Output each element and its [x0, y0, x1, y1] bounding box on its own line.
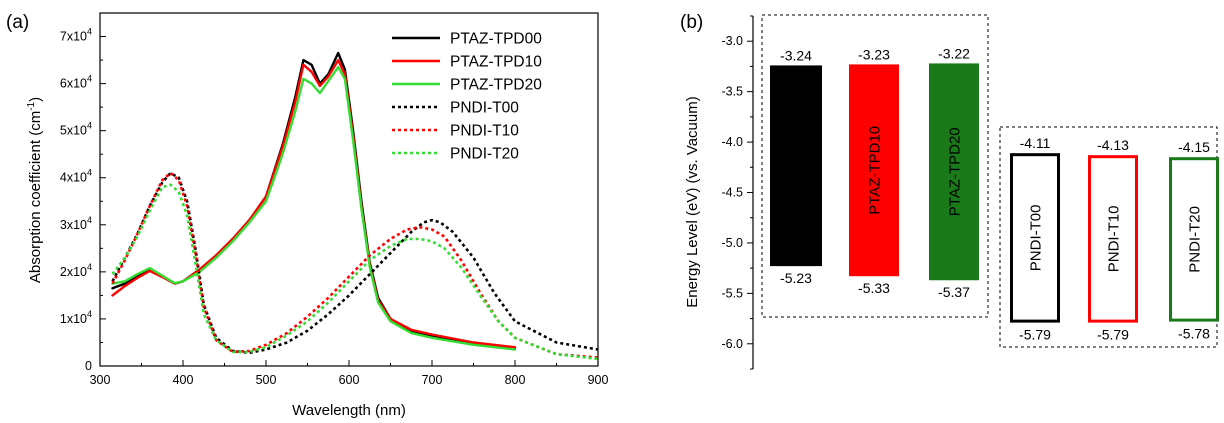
energy-level-ptaz-tpd00: PTAZ-TPD00 -3.24 -5.23 — [770, 47, 822, 286]
y-axis-label-a-sup: -1 — [26, 101, 37, 110]
bar-name-label: PNDI-T20 — [1187, 206, 1204, 273]
y-axis-label-a-tail: ) — [27, 97, 44, 102]
lumo-value-label: -4.15 — [1178, 139, 1210, 155]
legend: PTAZ-TPD00 PTAZ-TPD10 PTAZ-TPD20 PNDI-T00 PN… — [392, 31, 542, 163]
energy-bar — [849, 64, 899, 277]
energy-bar — [1010, 153, 1060, 323]
lumo-value-label: -3.23 — [858, 46, 890, 62]
x-axis-label-a: Wavelength (nm) — [292, 402, 406, 419]
energy-level-pndi-t00: PNDI-T00 -4.11 -5.79 — [1010, 135, 1060, 343]
energy-level-ptaz-tpd20: PTAZ-TPD20 -3.22 -5.37 — [929, 45, 979, 300]
homo-value-label: -5.79 — [1019, 327, 1051, 343]
series-line-ptaz-tpd20 — [111, 65, 517, 351]
x-tick-label-a: 600 — [339, 373, 360, 387]
energy-level-pndi-t10: PNDI-T10 -4.13 -5.79 — [1088, 137, 1138, 343]
energy-level-bars: PTAZ-TPD00 -3.24 -5.23 PTAZ-TPD10 -3.23 -5.33… — [770, 45, 1219, 343]
x-tick-label-a: 900 — [588, 373, 609, 387]
x-tick-label-a: 500 — [256, 373, 277, 387]
y-tick-label-a: 6x104 — [60, 74, 92, 91]
homo-value-label: -5.79 — [1097, 327, 1129, 343]
homo-value-label: -5.37 — [938, 284, 970, 300]
homo-value-label: -5.23 — [780, 270, 812, 286]
energy-bar — [929, 63, 979, 281]
lumo-value-label: -3.24 — [780, 47, 812, 63]
series-line-pndi-t20 — [111, 183, 599, 361]
series-line-pndi-t10 — [111, 171, 599, 359]
series-line-pndi-t00 — [111, 171, 599, 355]
absorption-series — [111, 51, 599, 361]
y-tick-label-b: -3.0 — [721, 34, 743, 48]
legend-label: PTAZ-TPD10 — [450, 54, 542, 71]
y-tick-label-a: 4x104 — [60, 168, 92, 185]
bar-name-label: PNDI-T00 — [1028, 205, 1045, 272]
energy-bar — [1088, 155, 1138, 323]
y-tick-label-b: -6.0 — [721, 337, 743, 351]
y-tick-label-a: 1x104 — [60, 309, 92, 326]
legend-label: PTAZ-TPD20 — [450, 77, 542, 94]
bar-name-label: PTAZ-TPD20 — [947, 127, 964, 216]
x-tick-label-a: 400 — [173, 373, 194, 387]
y-axis-label-a-main: Absorption coefficient (cm — [27, 111, 44, 283]
energy-level-chart: (b) Energy Level (eV) (vs. Vacuum) -3.0 -… — [680, 12, 1219, 370]
y-tick-label-b: -4.0 — [721, 135, 743, 149]
bar-name-label: PTAZ-TPD10 — [867, 126, 884, 215]
panel-a-label: (a) — [6, 12, 29, 33]
legend-label: PNDI-T00 — [450, 100, 519, 117]
homo-value-label: -5.78 — [1178, 326, 1210, 342]
y-tick-label-a: 3x104 — [60, 215, 92, 232]
energy-bar — [1169, 157, 1219, 322]
y-axis-label-a: Absorption coefficient (cm-1) — [26, 97, 44, 283]
y-axis-label-b: Energy Level (eV) (vs. Vacuum) — [684, 96, 701, 307]
y-tick-label-b: -5.0 — [721, 236, 743, 250]
y-tick-label-b: -3.5 — [721, 85, 743, 99]
y-tick-label-b: -4.5 — [721, 186, 743, 200]
lumo-value-label: -3.22 — [938, 45, 970, 61]
series-line-ptaz-tpd00 — [111, 51, 517, 350]
legend-label: PNDI-T10 — [450, 123, 519, 140]
y-tick-label-a: 7x104 — [60, 27, 92, 44]
y-tick-label-a: 2x104 — [60, 262, 92, 279]
absorption-chart: (a) 300 400 500 600 700 800 900 0 1x104 2x104 3x10… — [6, 12, 608, 419]
bar-name-label: PTAZ-TPD00 — [789, 121, 806, 210]
y-tick-label-a: 5x104 — [60, 121, 92, 138]
y-tick-label-a: 0 — [85, 359, 92, 373]
bar-name-label: PNDI-T10 — [1106, 206, 1123, 273]
lumo-value-label: -4.11 — [1020, 135, 1051, 151]
energy-level-pndi-t20: PNDI-T20 -4.15 -5.78 — [1169, 139, 1219, 342]
legend-label: PNDI-T20 — [450, 146, 519, 163]
lumo-value-label: -4.13 — [1097, 137, 1129, 153]
energy-bar — [770, 65, 822, 267]
x-tick-label-a: 700 — [422, 373, 443, 387]
energy-level-ptaz-tpd10: PTAZ-TPD10 -3.23 -5.33 — [849, 46, 899, 296]
homo-value-label: -5.33 — [858, 280, 890, 296]
panel-b-label: (b) — [680, 12, 703, 33]
y-tick-label-b: -5.5 — [721, 286, 743, 300]
x-tick-label-a: 800 — [505, 373, 526, 387]
x-tick-label-a: 300 — [90, 373, 111, 387]
legend-label: PTAZ-TPD00 — [450, 31, 542, 48]
